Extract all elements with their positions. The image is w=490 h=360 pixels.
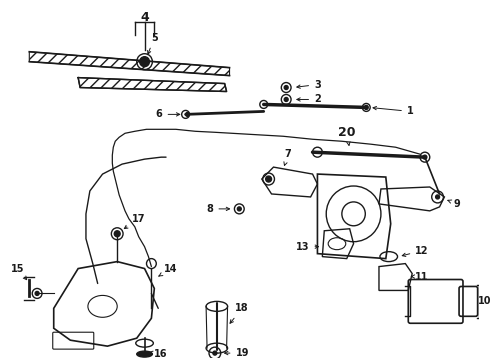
Text: 16: 16: [149, 349, 168, 359]
Circle shape: [114, 231, 120, 237]
Text: 13: 13: [296, 242, 318, 252]
Text: 18: 18: [230, 303, 249, 323]
Text: 8: 8: [207, 204, 230, 214]
Text: 3: 3: [297, 80, 321, 90]
Circle shape: [186, 112, 190, 116]
Circle shape: [365, 105, 368, 109]
Circle shape: [436, 195, 440, 199]
Text: 2: 2: [297, 94, 321, 104]
Text: 1: 1: [373, 107, 414, 116]
Circle shape: [213, 351, 217, 355]
Text: 6: 6: [156, 109, 180, 120]
Text: 12: 12: [402, 246, 429, 256]
Ellipse shape: [137, 351, 152, 357]
Text: 7: 7: [284, 149, 292, 166]
Text: 5: 5: [147, 33, 158, 54]
Circle shape: [423, 155, 427, 159]
Circle shape: [237, 207, 241, 211]
Circle shape: [140, 57, 149, 67]
Circle shape: [266, 176, 271, 182]
Text: 14: 14: [159, 264, 178, 276]
Circle shape: [35, 292, 39, 296]
Text: 4: 4: [140, 12, 149, 24]
Circle shape: [284, 86, 288, 90]
Text: 10: 10: [478, 296, 490, 306]
Text: 9: 9: [448, 199, 461, 209]
Text: 20: 20: [338, 126, 355, 145]
Circle shape: [284, 98, 288, 102]
Text: 15: 15: [11, 264, 26, 280]
Text: 19: 19: [224, 348, 249, 358]
Text: 17: 17: [124, 214, 146, 229]
Text: 11: 11: [411, 271, 429, 282]
